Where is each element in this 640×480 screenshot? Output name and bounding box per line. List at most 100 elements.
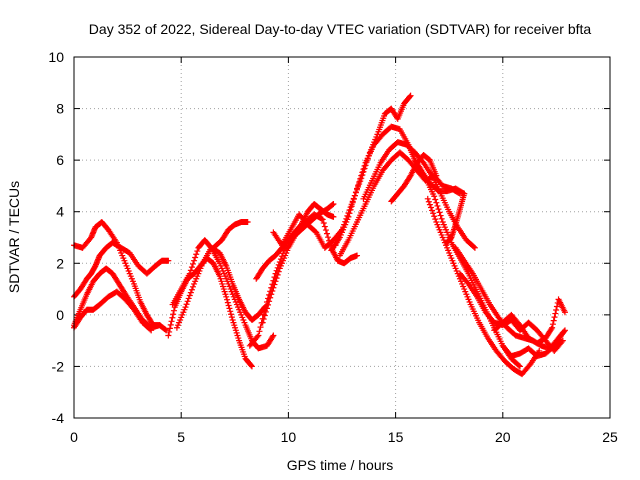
data-point: [170, 311, 177, 318]
data-point: [553, 303, 560, 310]
data-point: [548, 326, 555, 333]
data-point: [432, 216, 439, 223]
data-point: [186, 292, 193, 299]
data-point: [471, 244, 478, 251]
data-point: [261, 312, 268, 319]
data-point: [355, 183, 362, 190]
data-point: [248, 363, 255, 370]
data-point: [187, 289, 194, 296]
x-tick-label: 20: [495, 429, 511, 445]
series-track-8: [210, 219, 251, 251]
data-point: [549, 321, 556, 328]
data-point: [346, 207, 353, 214]
data-point: [223, 293, 230, 300]
y-tick-label: -4: [52, 410, 65, 426]
data-point: [430, 210, 437, 217]
data-point: [348, 201, 355, 208]
plot-frame: [73, 56, 611, 419]
data-point: [168, 318, 175, 325]
data-point: [470, 243, 477, 250]
data-point: [167, 321, 174, 328]
data-point: [325, 234, 332, 241]
data-point: [350, 195, 357, 202]
data-point: [347, 204, 354, 211]
data-point: [259, 315, 266, 322]
data-point: [559, 329, 566, 336]
data-point: [188, 286, 195, 293]
data-point: [363, 159, 370, 166]
data-point: [345, 210, 352, 217]
series-track-19: [424, 195, 543, 378]
data-point: [269, 333, 276, 340]
data-point: [426, 201, 433, 208]
data-point: [278, 253, 285, 260]
data-point: [330, 200, 337, 207]
data-point: [194, 248, 201, 255]
x-tick-label: 0: [70, 429, 78, 445]
data-point: [260, 311, 267, 318]
data-point: [321, 223, 328, 230]
data-point: [561, 309, 568, 316]
data-point: [225, 302, 232, 309]
data-point: [273, 267, 280, 274]
series-track-20: [452, 244, 568, 352]
y-tick-label: 0: [56, 307, 64, 323]
data-point: [189, 283, 196, 290]
data-point: [267, 288, 274, 295]
chart-title: Day 352 of 2022, Sidereal Day-to-day VTE…: [89, 21, 592, 37]
series-track-7: [173, 244, 268, 331]
series-track-3: [71, 219, 170, 334]
data-point: [271, 274, 278, 281]
data-point: [362, 162, 369, 169]
y-axis-label: SDTVAR / TECUs: [6, 181, 22, 293]
data-point: [193, 251, 200, 258]
data-point: [224, 296, 231, 303]
data-point: [268, 284, 275, 291]
data-point: [319, 216, 326, 223]
data-point: [226, 305, 233, 312]
data-point: [255, 332, 262, 339]
data-point: [361, 165, 368, 172]
series-track-23: [491, 296, 568, 347]
data-point: [351, 192, 358, 199]
data-point: [322, 227, 329, 234]
data-point: [330, 213, 337, 220]
data-point: [425, 198, 432, 205]
data-point: [258, 319, 265, 326]
data-point: [274, 264, 281, 271]
data-point: [432, 196, 439, 203]
data-point: [559, 337, 566, 344]
data-point: [254, 333, 261, 340]
data-point: [549, 324, 556, 331]
data-point: [165, 257, 172, 264]
data-point: [424, 195, 431, 202]
data-point: [551, 314, 558, 321]
data-point: [270, 332, 277, 339]
data-point: [359, 171, 366, 178]
data-point: [276, 258, 283, 265]
data-point: [437, 212, 444, 219]
data-point: [170, 307, 177, 314]
data-point: [147, 326, 154, 333]
data-point: [323, 230, 330, 237]
data-point: [455, 190, 462, 197]
data-point: [188, 264, 195, 271]
data-point: [185, 295, 192, 302]
data-point: [427, 204, 434, 211]
data-point: [318, 215, 325, 222]
data-point: [357, 178, 364, 185]
series-track-22: [444, 190, 468, 246]
data-point: [262, 303, 269, 310]
y-tick-label: 2: [56, 255, 64, 271]
data-point: [360, 168, 367, 175]
data-point: [165, 332, 172, 339]
data-point: [182, 304, 189, 311]
data-point: [266, 291, 273, 298]
data-point: [244, 219, 251, 226]
data-point: [270, 277, 277, 284]
data-point: [189, 260, 196, 267]
data-point: [550, 317, 557, 324]
data-series: [71, 92, 568, 378]
data-point: [406, 93, 413, 100]
